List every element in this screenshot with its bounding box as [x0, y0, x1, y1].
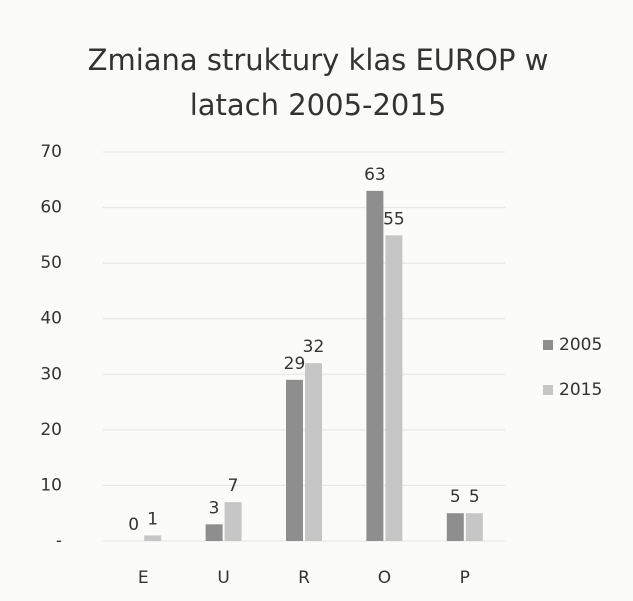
x-tick-label: P: [460, 568, 470, 588]
y-tick-label: 50: [40, 253, 62, 273]
data-label: 5: [469, 487, 480, 507]
y-tick-label: 30: [40, 364, 62, 384]
y-tick-label: 20: [40, 420, 62, 440]
data-label: 7: [228, 476, 239, 496]
data-label: 1: [147, 509, 158, 529]
chart-title: Zmiana struktury klas EUROP w latach 200…: [87, 43, 549, 122]
x-tick-label: O: [378, 568, 391, 588]
bar: [144, 535, 162, 541]
y-tick-label: 60: [40, 198, 62, 218]
bar: [446, 513, 464, 541]
legend-label: 2005: [559, 335, 602, 355]
data-label: 55: [383, 209, 405, 229]
data-label: 3: [209, 498, 220, 518]
data-label: 32: [303, 337, 325, 357]
bar: [385, 235, 403, 541]
bar: [366, 190, 384, 541]
y-tick-label: 40: [40, 309, 62, 329]
x-tick-label: E: [138, 568, 149, 588]
y-tick-label: -: [56, 531, 62, 551]
legend-swatch: [543, 340, 553, 350]
bar: [465, 513, 483, 541]
y-tick-label: 10: [40, 475, 62, 495]
legend-label: 2015: [559, 380, 602, 400]
bar: [286, 379, 303, 541]
x-tick-label: R: [298, 568, 310, 588]
x-tick-label: U: [217, 568, 229, 588]
data-label: 5: [450, 487, 461, 507]
bar: [224, 502, 242, 541]
data-label: 29: [284, 354, 306, 374]
y-tick-label: 70: [40, 142, 62, 162]
data-label: 63: [364, 165, 386, 185]
data-label: 0: [128, 515, 139, 535]
bar: [205, 524, 223, 541]
legend-swatch: [543, 385, 553, 395]
bar: [305, 363, 322, 541]
